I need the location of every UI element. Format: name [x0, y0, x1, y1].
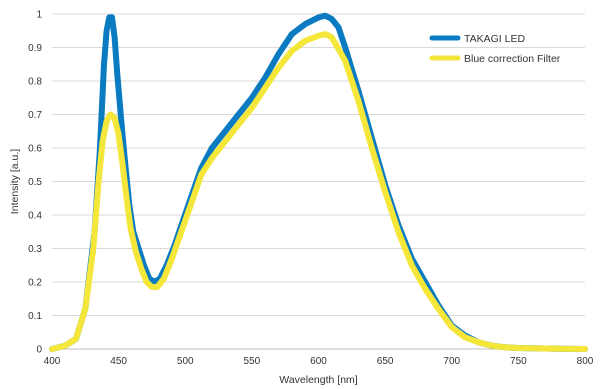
x-tick-label: 650	[377, 356, 394, 367]
x-tick-label: 550	[244, 356, 261, 367]
y-tick-label: 0.5	[28, 177, 42, 188]
series-line-1	[49, 31, 588, 352]
x-tick-label: 400	[44, 356, 61, 367]
y-tick-label: 0.3	[28, 244, 42, 255]
y-tick-label: 0.6	[28, 144, 42, 155]
y-tick-label: 0.2	[28, 278, 42, 289]
series-lines	[49, 12, 588, 352]
x-axis-title: Wavelength [nm]	[279, 374, 357, 386]
legend-label-0: TAKAGI LED	[464, 33, 525, 45]
y-tick-label: 1	[36, 10, 42, 21]
y-tick-label: 0.7	[28, 110, 42, 121]
x-tick-label: 500	[177, 356, 194, 367]
x-tick-label: 450	[110, 356, 127, 367]
y-tick-label: 0	[36, 345, 42, 356]
legend: TAKAGI LED Blue correction Filter	[429, 33, 561, 65]
y-tick-label: 0.4	[28, 211, 42, 222]
y-tick-label: 0.1	[28, 311, 42, 322]
x-tick-label: 600	[310, 356, 327, 367]
y-tick-label: 0.8	[28, 77, 42, 88]
axes: 0 0.1 0.2 0.3 0.4 0.5 0.6 0.7 0.8 0.9 1 400 450 500 55…	[28, 10, 594, 368]
x-tick-label: 700	[443, 356, 460, 367]
legend-label-1: Blue correction Filter	[464, 53, 561, 65]
x-tick-label: 800	[577, 356, 594, 367]
y-axis-title: Intensity [a.u.]	[9, 149, 21, 214]
series-line-0	[49, 12, 588, 352]
y-tick-label: 0.9	[28, 43, 42, 54]
x-tick-label: 750	[510, 356, 527, 367]
